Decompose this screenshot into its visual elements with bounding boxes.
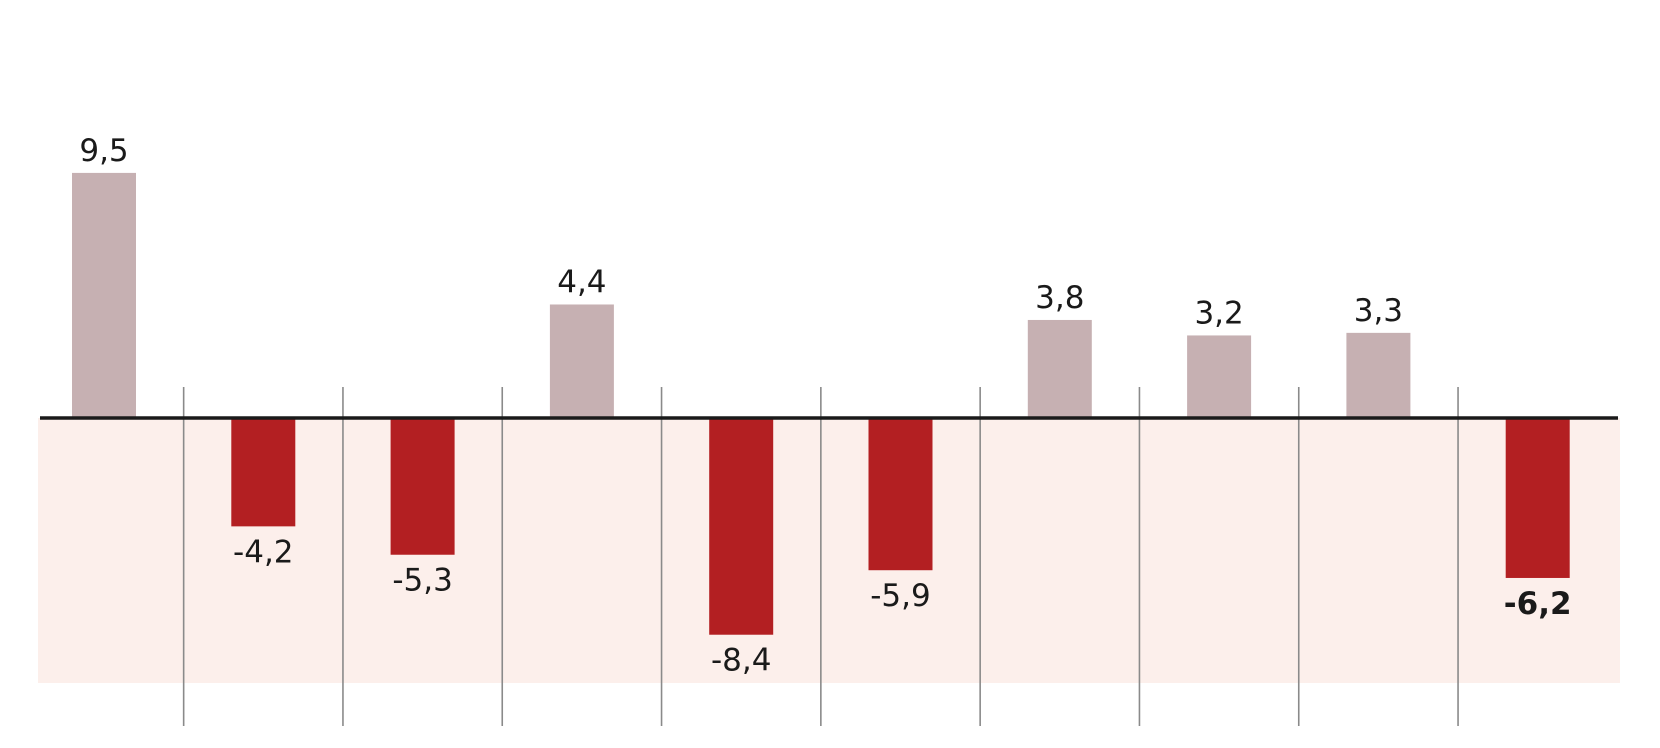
data-label-6: -5,9 xyxy=(870,578,931,614)
bar-8 xyxy=(1187,335,1252,418)
data-label-7: 3,8 xyxy=(1035,280,1084,316)
data-label-9: 3,3 xyxy=(1354,293,1403,329)
bar-6 xyxy=(868,418,933,571)
negative-region-band xyxy=(38,418,1620,683)
data-label-8: 3,2 xyxy=(1194,295,1243,331)
bars xyxy=(72,172,1570,635)
data-label-10: -6,2 xyxy=(1504,586,1572,622)
data-label-1: 9,5 xyxy=(79,133,128,169)
bar-3 xyxy=(390,418,455,555)
bar-5 xyxy=(709,418,774,635)
category-separators xyxy=(182,387,1459,726)
bar-1 xyxy=(72,172,136,418)
bar-2 xyxy=(231,418,296,527)
bar-10 xyxy=(1505,418,1570,578)
bar-4 xyxy=(549,304,614,418)
bar-9 xyxy=(1346,332,1411,418)
bar-7 xyxy=(1027,319,1092,418)
data-label-2: -4,2 xyxy=(233,534,294,570)
data-labels: 9,5 -4,2 -5,3 4,4 -8,4 -5,9 3,8 3,2 3,3 -6,2 xyxy=(79,133,1571,679)
data-label-4: 4,4 xyxy=(557,264,606,300)
data-label-3: -5,3 xyxy=(392,563,453,599)
data-label-5: -8,4 xyxy=(711,643,772,679)
